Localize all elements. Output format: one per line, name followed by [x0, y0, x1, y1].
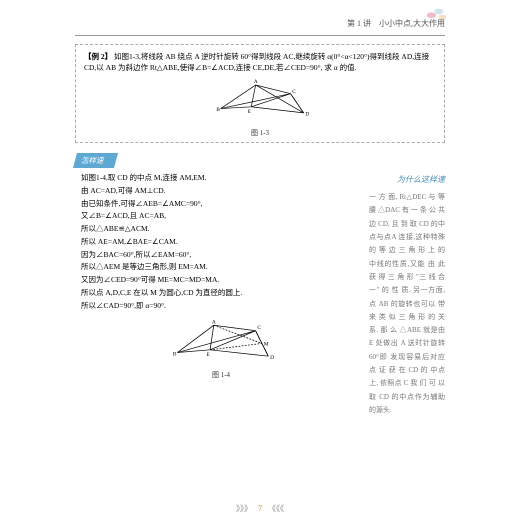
footer-right: 《《《: [268, 504, 284, 513]
header-rule: [75, 35, 445, 36]
example-box: 【例 2】 如图1-3,将线段 AB 绕点 A 逆时针旋转 60°得到线段 AC…: [75, 44, 445, 143]
solution-line: 所以∠CAD=90°,即 α=90°.: [81, 300, 361, 313]
solution-line: 所以△AEM 是等边三角形,则 EM=AM.: [81, 261, 361, 274]
svg-text:M: M: [264, 342, 269, 348]
solution-line: 又因为∠CED=90°可得 ME=MC=MD=MA.: [81, 274, 361, 287]
solution-line: 所以点 A,D,C,E 在以 M 为圆心,CD 为直径的圆上.: [81, 287, 361, 300]
figure-1-4-caption: 图 1-4: [81, 370, 361, 382]
solution-line: 又∠B=∠ACD,且 AC=AB,: [81, 210, 361, 223]
chapter-header: 第 1 讲 小小中点,大大作用: [75, 18, 445, 29]
figure-1-3: B A E C D 图 1-3: [84, 78, 436, 139]
svg-text:C: C: [292, 88, 296, 94]
solution-line: 因为∠BAC=60°,所以∠EAM=60°,: [81, 249, 361, 262]
page-footer: 》》》 7 《《《: [0, 503, 520, 514]
solution-line: 所以 AE=AM,∠BAE=∠CAM.: [81, 236, 361, 249]
svg-text:D: D: [270, 355, 274, 361]
solution-line: 由 AC=AD,可得 AM⊥CD.: [81, 185, 361, 198]
sidebar-body: 一 方 面, Rt△DEC 与 等 腰 △DAC 有 一 条 公 共 边 CD,…: [369, 191, 445, 417]
example-label: 【例 2】: [84, 52, 112, 61]
svg-text:C: C: [257, 325, 261, 331]
svg-text:A: A: [254, 79, 258, 85]
example-text: 【例 2】 如图1-3,将线段 AB 绕点 A 逆时针旋转 60°得到线段 AC…: [84, 51, 436, 74]
sidebar-title: 为什么这样速: [369, 172, 445, 187]
svg-text:A: A: [212, 320, 216, 326]
solution-block: 如图1-4,取 CD 的中点 M,连接 AM,EM.由 AC=AD,可得 AM⊥…: [75, 172, 361, 417]
svg-text:B: B: [216, 107, 220, 113]
svg-text:D: D: [305, 111, 309, 117]
svg-text:E: E: [206, 352, 210, 358]
how-tab: 怎样速: [73, 153, 118, 168]
sidebar: 为什么这样速 一 方 面, Rt△DEC 与 等 腰 △DAC 有 一 条 公 …: [369, 172, 445, 417]
svg-text:E: E: [248, 108, 251, 114]
figure-1-4: B A E C D M 图 1-4: [81, 318, 361, 382]
footer-left: 》》》: [236, 504, 252, 513]
example-body: 如图1-3,将线段 AB 绕点 A 逆时针旋转 60°得到线段 AC,继续旋转 …: [84, 52, 429, 72]
solution-line: 由已知条件,可得∠AEB=∠AMC=90°,: [81, 198, 361, 211]
page-number: 7: [258, 504, 262, 513]
solution-line: 如图1-4,取 CD 的中点 M,连接 AM,EM.: [81, 172, 361, 185]
solution-line: 所以△ABE≌△ACM.: [81, 223, 361, 236]
figure-1-3-caption: 图 1-3: [84, 128, 436, 139]
svg-text:B: B: [173, 352, 177, 358]
